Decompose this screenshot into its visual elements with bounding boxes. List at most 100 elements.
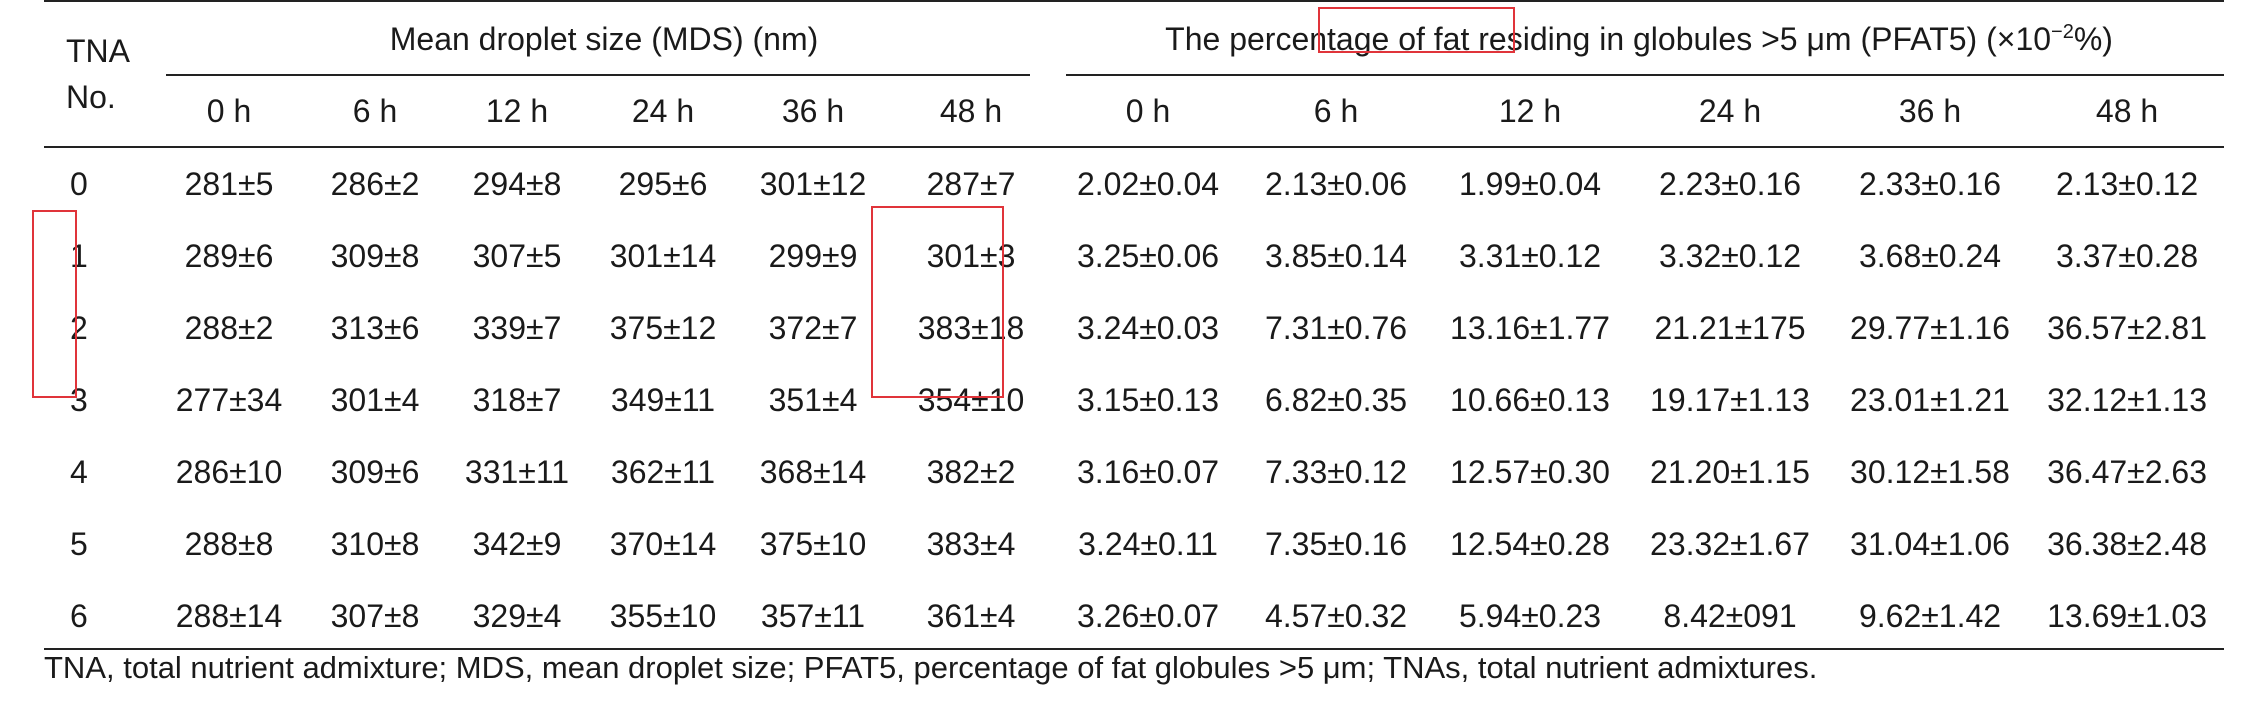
mds-time-header: 36 h: [781, 92, 845, 129]
mds-time-header: 0 h: [206, 92, 252, 129]
pfat5-value-cell: 13.69±1.03: [2047, 597, 2208, 634]
pfat5-value-cell: 12.54±0.28: [1450, 525, 1610, 562]
row-header-cell: TNA No.: [44, 1, 154, 148]
pfat5-value-cell: 6.82±0.35: [1264, 381, 1408, 418]
time-header-row: 0 h 6 h 12 h 24 h 36 h 48 h 0 h 6 h 12 h 24 h 36 h…: [44, 76, 2225, 147]
table-row: 5 288±8 310±8 342±9 370±14 375±10 383±4 3.24±0.…: [44, 508, 2224, 580]
mds-value-cell: 329±4: [472, 597, 562, 634]
pfat5-value-cell: 2.13±0.06: [1264, 165, 1408, 202]
pfat5-value-cell: 23.01±1.21: [1850, 381, 2010, 418]
table-row: 0 281±5 286±2 294±8 295±6 301±12 287±7 2.02±0.0…: [44, 147, 2224, 220]
pfat5-value-cell: 13.16±1.77: [1450, 309, 1610, 346]
mds-value-cell: 354±10: [917, 381, 1025, 418]
pfat5-value-cell: 3.68±0.24: [1858, 237, 2002, 274]
pfat5-label-exponent: −2: [2051, 20, 2074, 43]
pfat5-time-header: 48 h: [2095, 92, 2159, 129]
pfat5-value-cell: 2.02±0.04: [1076, 165, 1220, 202]
mds-value-cell: 295±6: [618, 165, 708, 202]
row-header-line2: No.: [66, 79, 116, 115]
pfat5-time-header: 0 h: [1125, 92, 1171, 129]
table-row: 4 286±10 309±6 331±11 362±11 368±14 382±2 3.16±…: [44, 436, 2224, 508]
results-table: TNA No. Mean droplet size (MDS) (nm) The…: [44, 0, 2225, 652]
mds-value-cell: 277±34: [175, 381, 283, 418]
pfat5-value-cell: 3.15±0.13: [1076, 381, 1220, 418]
mds-value-cell: 331±11: [464, 453, 570, 490]
mds-value-cell: 301±3: [926, 237, 1016, 274]
pfat5-value-cell: 21.21±175: [1654, 309, 1806, 346]
pfat5-label-prefix: The percentage of fat residing in globul…: [1165, 20, 1861, 57]
pfat5-value-cell: 21.20±1.15: [1650, 453, 1810, 490]
mds-value-cell: 372±7: [768, 309, 858, 346]
mds-value-cell: 294±8: [472, 165, 562, 202]
mds-value-cell: 382±2: [926, 453, 1016, 490]
mds-value-cell: 361±4: [926, 597, 1016, 634]
row-header-line1: TNA: [66, 33, 130, 69]
pfat5-value-cell: 3.26±0.07: [1076, 597, 1220, 634]
mds-value-cell: 299±9: [768, 237, 858, 274]
mds-value-cell: 307±5: [472, 237, 562, 274]
mds-value-cell: 307±8: [330, 597, 420, 634]
mds-time-header: 48 h: [939, 92, 1003, 129]
pfat5-time-header: 24 h: [1698, 92, 1762, 129]
tna-number-cell: 0: [70, 165, 88, 202]
mds-value-cell: 383±18: [917, 309, 1025, 346]
mds-value-cell: 351±4: [768, 381, 858, 418]
pfat5-value-cell: 9.62±1.42: [1858, 597, 2002, 634]
table-row: 6 288±14 307±8 329±4 355±10 357±11 361±4 3.26±0…: [44, 580, 2224, 652]
mds-value-cell: 310±8: [330, 525, 420, 562]
mds-time-header: 24 h: [631, 92, 695, 129]
mds-value-cell: 288±8: [184, 525, 274, 562]
pfat5-label-boxed-b: %): [2073, 20, 2113, 57]
pfat5-value-cell: 3.25±0.06: [1076, 237, 1220, 274]
group-header-mds-label: Mean droplet size (MDS) (nm): [389, 20, 819, 57]
pfat5-value-cell: 2.33±0.16: [1858, 165, 2002, 202]
table-footnote: TNA, total nutrient admixture; MDS, mean…: [44, 650, 1818, 685]
pfat5-value-cell: 29.77±1.16: [1850, 309, 2010, 346]
pfat5-value-cell: 7.31±0.76: [1264, 309, 1408, 346]
pfat5-value-cell: 3.31±0.12: [1458, 237, 1602, 274]
pfat5-value-cell: 19.17±1.13: [1650, 381, 1810, 418]
pfat5-value-cell: 7.33±0.12: [1264, 453, 1408, 490]
mds-value-cell: 375±10: [759, 525, 867, 562]
mds-value-cell: 383±4: [926, 525, 1016, 562]
highlight-box-6h-values: [871, 206, 1004, 398]
pfat5-value-cell: 2.23±0.16: [1658, 165, 1802, 202]
pfat5-value-cell: 10.66±0.13: [1450, 381, 1610, 418]
pfat5-value-cell: 3.16±0.07: [1076, 453, 1220, 490]
mds-value-cell: 355±10: [609, 597, 717, 634]
mds-value-cell: 286±2: [330, 165, 420, 202]
mds-value-cell: 370±14: [609, 525, 717, 562]
tna-number-cell: 1: [70, 237, 88, 274]
pfat5-value-cell: 36.47±2.63: [2047, 453, 2208, 490]
table-bottom-rule: [44, 648, 2224, 650]
pfat5-value-cell: 31.04±1.06: [1850, 525, 2010, 562]
pfat5-value-cell: 3.24±0.03: [1076, 309, 1220, 346]
pfat5-value-cell: 12.57±0.30: [1450, 453, 1610, 490]
tna-number-cell: 4: [70, 453, 88, 490]
mds-time-header: 12 h: [485, 92, 549, 129]
mds-value-cell: 342±9: [472, 525, 562, 562]
table-row: 3 277±34 301±4 318±7 349±11 351±4 354±10 3.15±0…: [44, 364, 2224, 436]
highlight-box-tna-rows: [32, 210, 77, 398]
mds-value-cell: 289±6: [184, 237, 274, 274]
pfat5-value-cell: 36.57±2.81: [2047, 309, 2208, 346]
pfat5-time-header: 12 h: [1498, 92, 1562, 129]
mds-value-cell: 288±2: [184, 309, 274, 346]
pfat5-time-header: 36 h: [1898, 92, 1962, 129]
pfat5-value-cell: 3.85±0.14: [1264, 237, 1408, 274]
mds-value-cell: 362±11: [610, 453, 716, 490]
table-row: 1 289±6 309±8 307±5 301±14 299±9 301±3 3.25±0.0…: [44, 220, 2224, 292]
pfat5-value-cell: 7.35±0.16: [1264, 525, 1408, 562]
tna-number-cell: 3: [70, 381, 88, 418]
pfat5-value-cell: 3.37±0.28: [2055, 237, 2199, 274]
pfat5-value-cell: 3.24±0.11: [1078, 525, 1218, 562]
group-header-pfat5: The percentage of fat residing in globul…: [1054, 1, 2225, 76]
table-container: TNA No. Mean droplet size (MDS) (nm) The…: [44, 0, 2225, 652]
pfat5-value-cell: 23.32±1.67: [1650, 525, 1810, 562]
group-underline-pfat5: [1066, 74, 2225, 76]
mds-value-cell: 309±6: [330, 453, 420, 490]
mds-value-cell: 339±7: [472, 309, 562, 346]
tna-number-cell: 2: [70, 309, 88, 346]
mds-value-cell: 286±10: [175, 453, 283, 490]
pfat5-label-boxed-a: (PFAT5) (×10: [1860, 20, 2052, 57]
